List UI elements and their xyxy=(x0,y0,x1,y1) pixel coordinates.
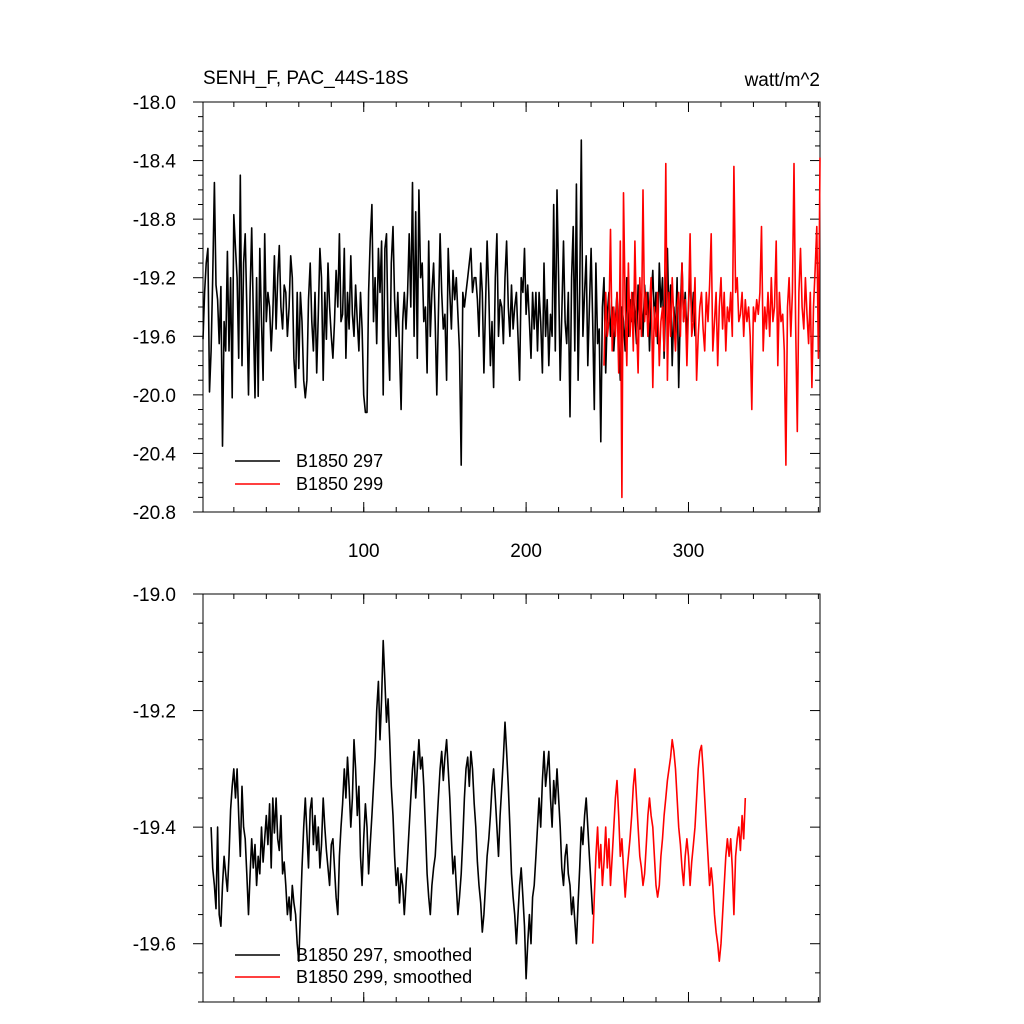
x-tick-label: 100 xyxy=(348,541,380,562)
legend-label: B1850 299 xyxy=(296,474,383,494)
y-tick-label: -19.2 xyxy=(133,269,176,290)
y-tick-label: -18.0 xyxy=(133,93,176,114)
y-tick-label: -19.6 xyxy=(133,327,176,348)
y-tick-label: -19.2 xyxy=(133,702,176,723)
legend-label: B1850 299, smoothed xyxy=(296,967,472,987)
x-tick-label: 200 xyxy=(510,541,542,562)
top-panel: 100 200 300 -18.0 -18.4 -18.8 -19.2 -19.6 -20.0 -… xyxy=(133,93,821,562)
series-line xyxy=(210,639,594,980)
y-tick-label: -18.8 xyxy=(133,210,176,231)
y-tick-label: -19.0 xyxy=(133,585,176,606)
chart-units-label: watt/m^2 xyxy=(744,70,820,91)
y-tick-label: -19.4 xyxy=(133,818,177,839)
y-tick-label: -20.8 xyxy=(133,503,176,524)
y-tick-label: -19.6 xyxy=(133,935,176,956)
legend-label: B1850 297 xyxy=(296,451,383,471)
y-tick-label: -20.0 xyxy=(133,386,176,407)
bottom-panel: -19.0 -19.2 -19.4 -19.6 B1850 297, smoothedB… xyxy=(133,585,821,1003)
plot-frame xyxy=(202,593,821,1003)
series-line xyxy=(603,157,821,499)
legend-label: B1850 297, smoothed xyxy=(296,945,472,965)
x-tick-label: 300 xyxy=(673,541,705,562)
chart-title-left: SENH_F, PAC_44S-18S xyxy=(203,68,409,89)
series-line xyxy=(591,738,747,963)
y-tick-label: -20.4 xyxy=(133,444,177,465)
y-tick-label: -18.4 xyxy=(133,152,177,173)
